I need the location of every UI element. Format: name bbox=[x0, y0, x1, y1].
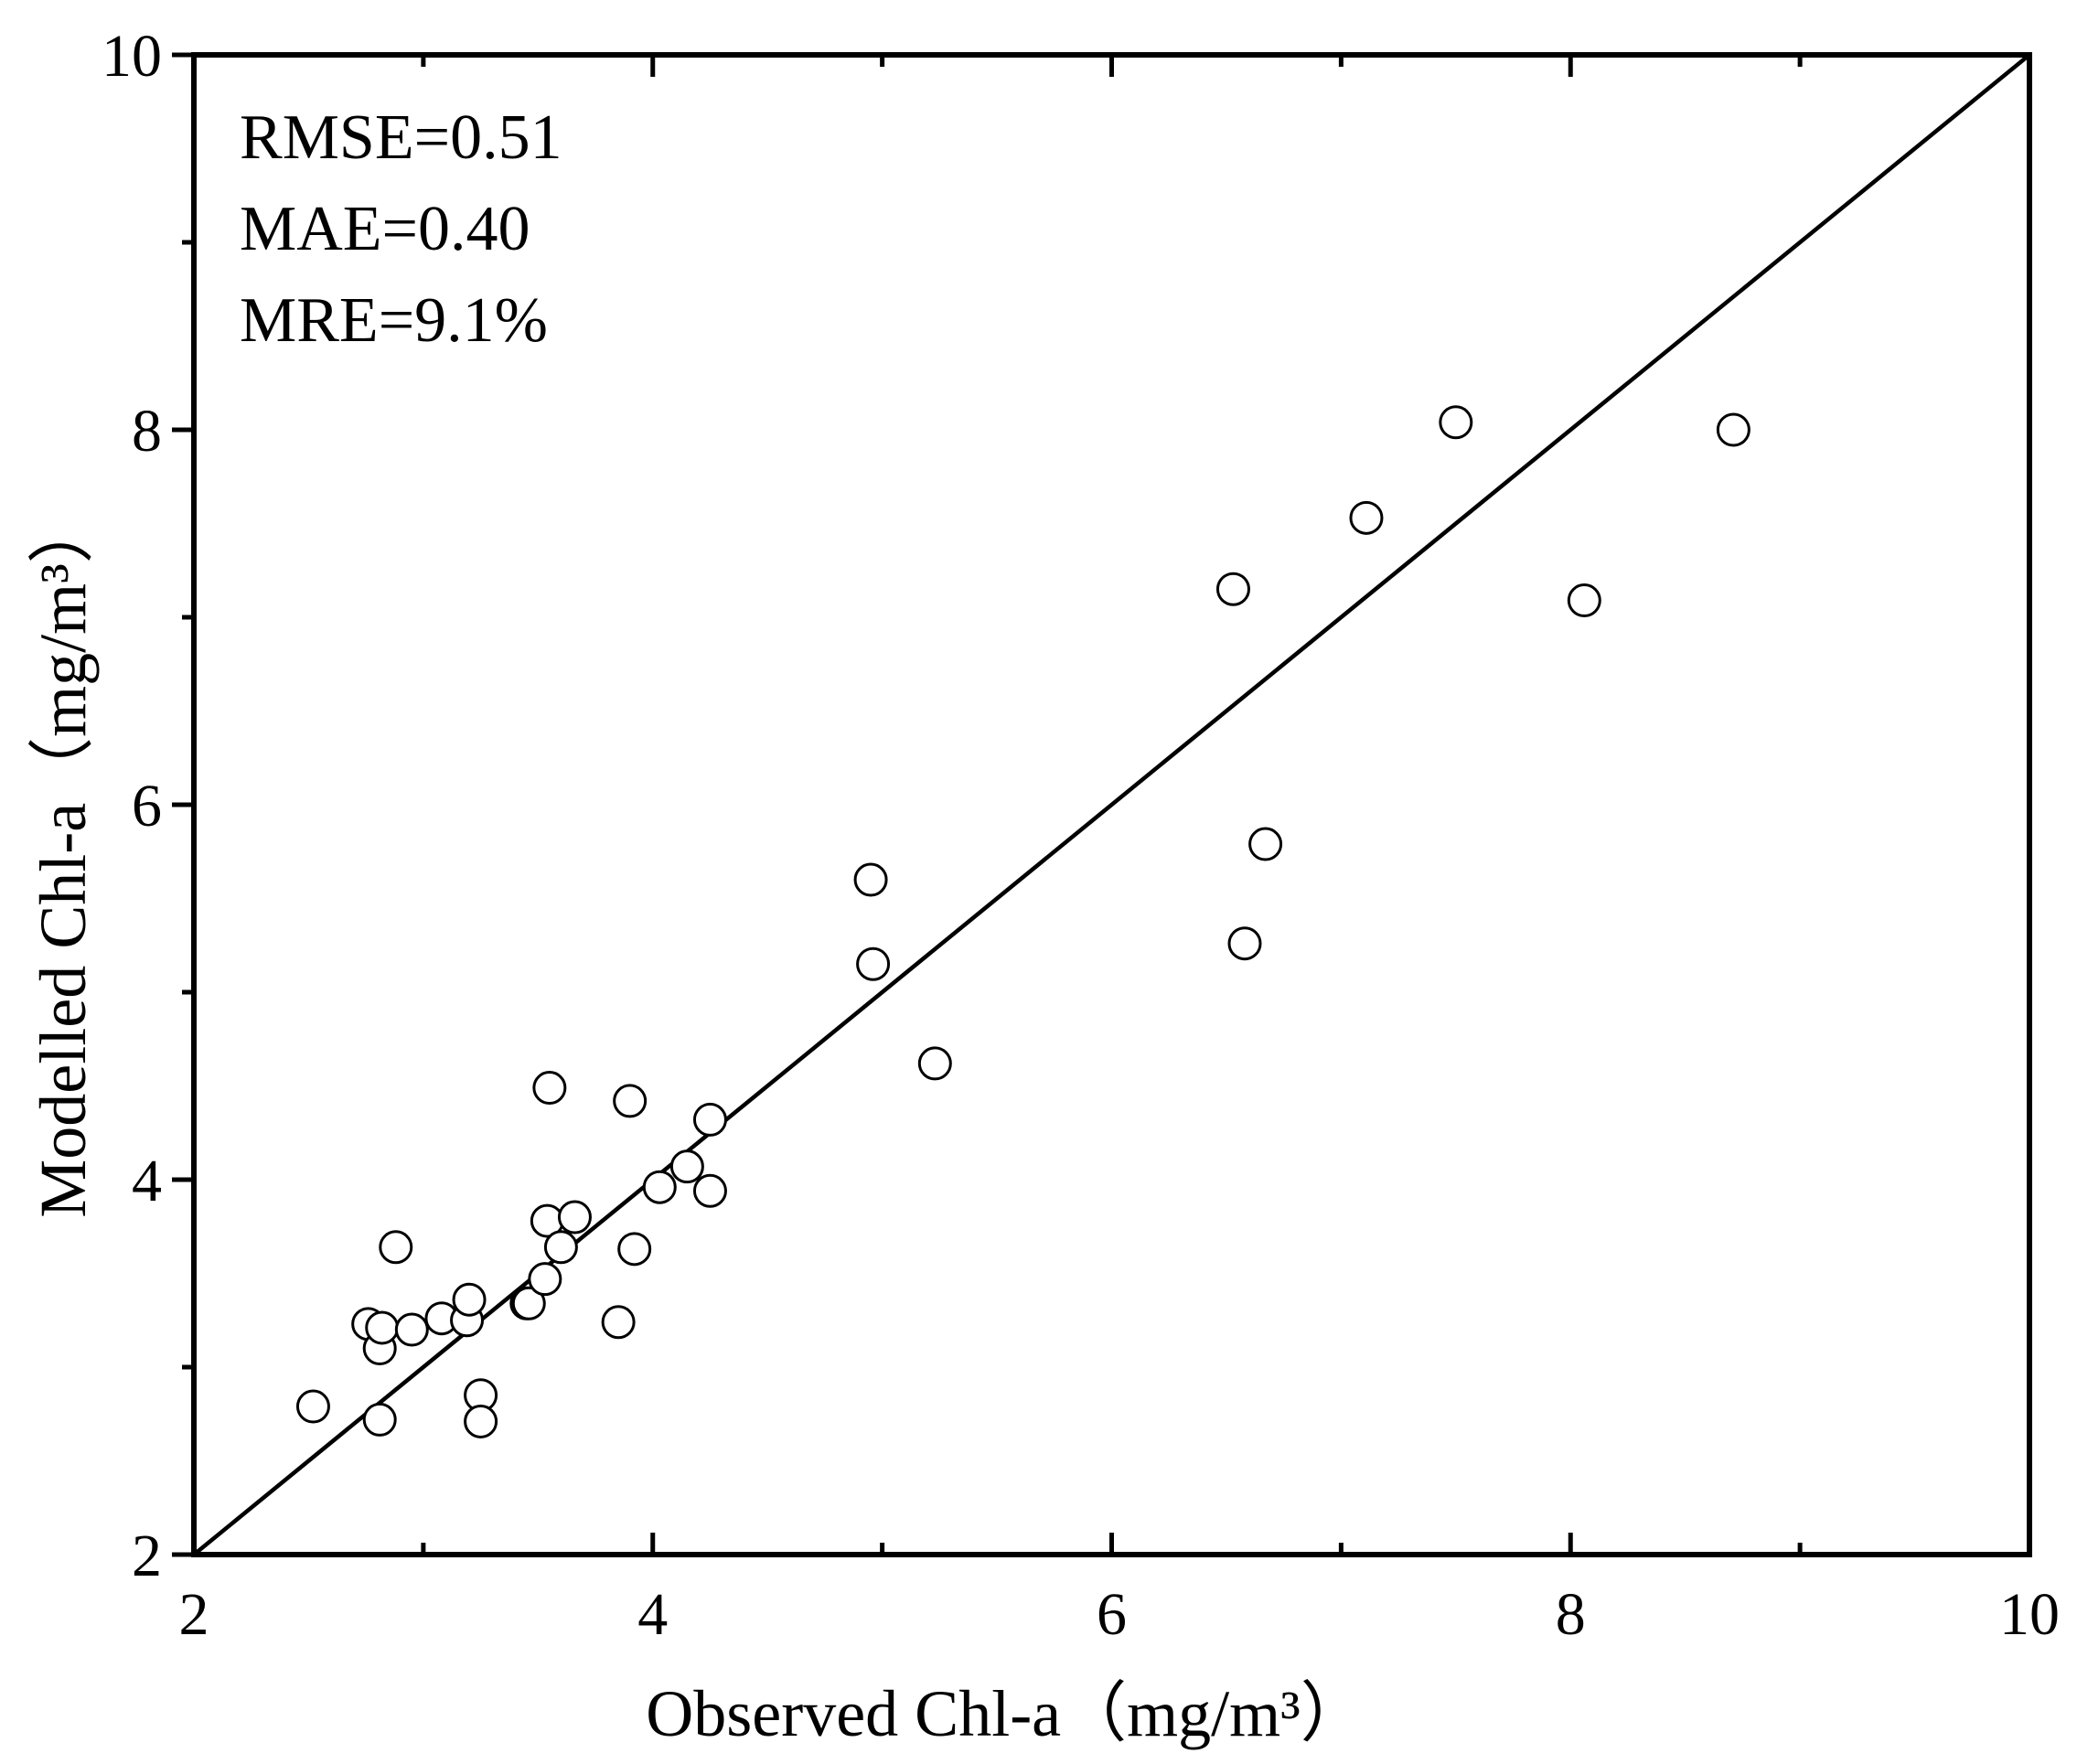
data-point bbox=[692, 1173, 727, 1208]
data-point bbox=[856, 946, 891, 981]
x-tick-label: 8 bbox=[1556, 1581, 1586, 1648]
data-point bbox=[613, 1084, 648, 1118]
y-tick-label: 8 bbox=[132, 398, 162, 465]
x-tick-label: 2 bbox=[179, 1581, 209, 1648]
data-point bbox=[365, 1310, 400, 1345]
data-point bbox=[601, 1305, 636, 1340]
data-point bbox=[1567, 583, 1601, 618]
stats-annotation: RMSE=0.51 MAE=0.40 MRE=9.1% bbox=[240, 102, 562, 356]
data-points-layer bbox=[295, 405, 1750, 1438]
data-point bbox=[464, 1404, 498, 1438]
y-tick-label: 4 bbox=[132, 1148, 162, 1214]
y-tick-label: 2 bbox=[132, 1523, 162, 1589]
data-point bbox=[379, 1230, 413, 1265]
data-point bbox=[511, 1286, 546, 1320]
data-point bbox=[543, 1230, 578, 1265]
data-point bbox=[1349, 500, 1384, 535]
x-tick-label: 6 bbox=[1097, 1581, 1127, 1648]
x-tick-label: 4 bbox=[637, 1581, 668, 1648]
y-tick-label: 6 bbox=[132, 773, 162, 839]
data-point bbox=[669, 1149, 704, 1184]
data-point bbox=[528, 1262, 562, 1297]
mre-annotation: MRE=9.1% bbox=[240, 285, 548, 356]
data-point bbox=[295, 1389, 330, 1424]
data-point bbox=[1215, 572, 1250, 606]
axis-ticks-layer: 2 4 6 8 10 2 4 6 8 10 bbox=[102, 23, 2060, 1648]
data-point bbox=[557, 1200, 592, 1235]
data-point bbox=[1227, 926, 1262, 961]
data-point bbox=[532, 1071, 567, 1106]
data-point bbox=[1716, 412, 1750, 447]
data-point bbox=[394, 1312, 429, 1347]
data-point bbox=[452, 1282, 487, 1317]
mae-annotation: MAE=0.40 bbox=[240, 194, 530, 264]
rmse-annotation: RMSE=0.51 bbox=[240, 102, 562, 173]
data-point bbox=[692, 1102, 727, 1137]
data-point bbox=[917, 1046, 952, 1081]
x-tick-label: 10 bbox=[1999, 1581, 2060, 1648]
data-point bbox=[362, 1402, 397, 1437]
data-point bbox=[1248, 827, 1283, 861]
reference-line-layer bbox=[192, 53, 2031, 1556]
data-point bbox=[1439, 405, 1473, 440]
x-axis-title: Observed Chl-a（mg/m³） bbox=[646, 1677, 1365, 1750]
y-tick-label: 10 bbox=[102, 23, 162, 90]
y-axis-title: Modelled Chl-a（mg/m³） bbox=[27, 497, 100, 1218]
data-point bbox=[853, 862, 888, 897]
one-to-one-line bbox=[192, 53, 2031, 1556]
data-point bbox=[617, 1232, 652, 1267]
data-point bbox=[642, 1170, 677, 1204]
